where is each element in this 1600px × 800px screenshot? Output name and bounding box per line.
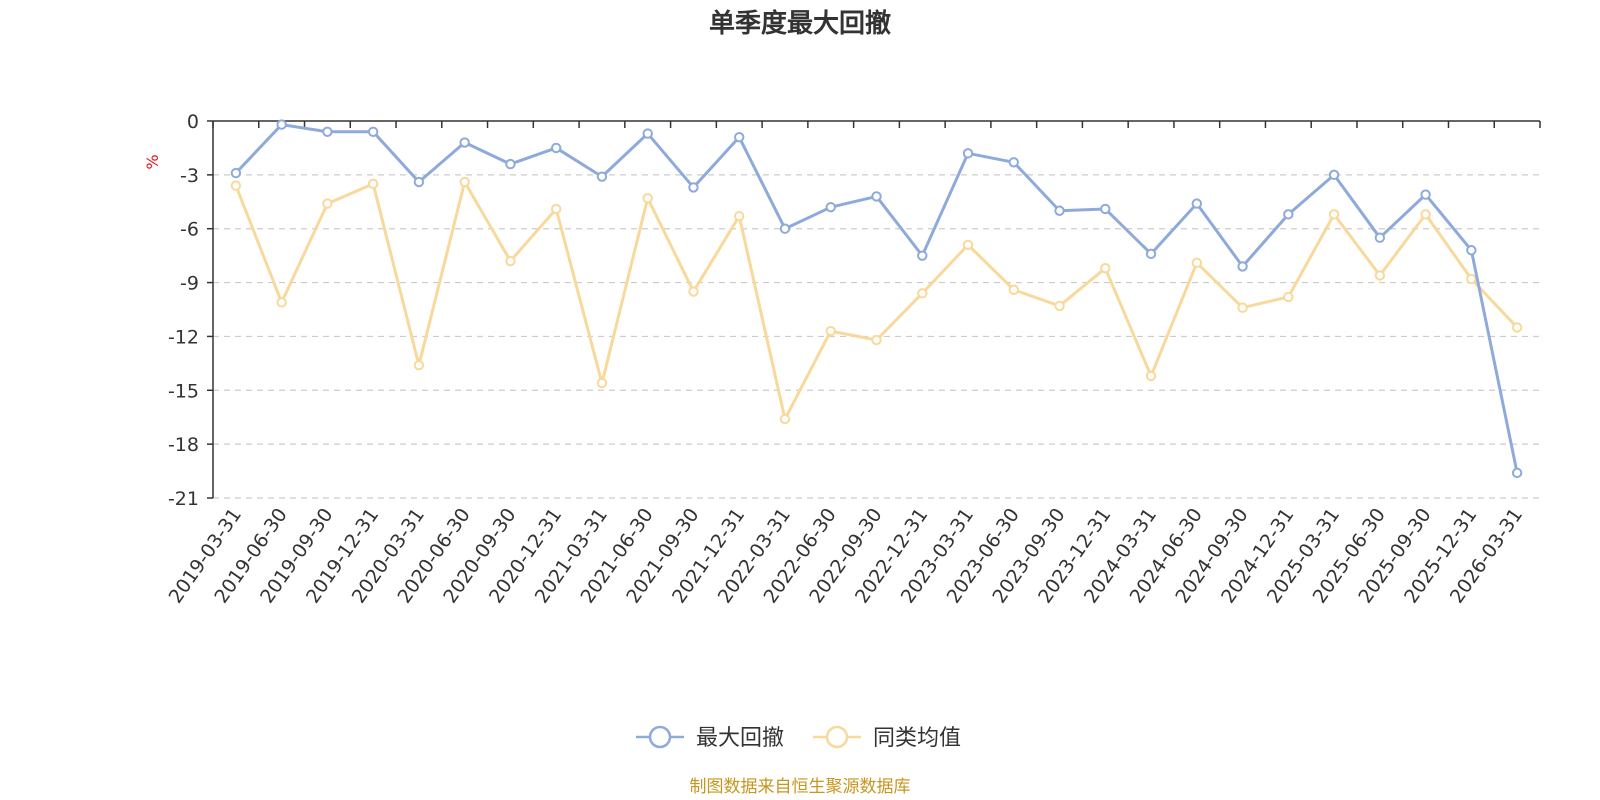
y-tick-label: -18 bbox=[168, 434, 199, 456]
legend-marker-icon bbox=[648, 725, 672, 749]
data-point bbox=[505, 255, 516, 267]
data-point bbox=[459, 176, 470, 188]
data-point bbox=[1328, 209, 1340, 220]
data-point bbox=[779, 413, 791, 425]
data-point bbox=[1191, 198, 1203, 209]
data-point bbox=[642, 192, 653, 204]
data-point bbox=[596, 171, 608, 182]
data-point bbox=[230, 180, 242, 191]
legend[interactable]: 最大回撤 同类均值 bbox=[636, 725, 961, 751]
y-tick-label: -9 bbox=[180, 273, 199, 295]
data-point bbox=[1100, 263, 1111, 274]
y-axis-unit-label: % bbox=[143, 154, 162, 169]
data-point bbox=[1420, 209, 1431, 220]
legend-marker-icon bbox=[825, 725, 849, 749]
y-tick-label: -21 bbox=[168, 488, 199, 510]
data-point bbox=[825, 201, 836, 213]
source-note: 制图数据来自恒生聚源数据库 bbox=[690, 777, 911, 797]
data-point bbox=[871, 334, 882, 346]
data-point bbox=[367, 126, 379, 137]
data-point bbox=[917, 288, 928, 299]
data-point bbox=[1511, 467, 1523, 479]
y-tick-labels: 0 -3 -6 -9 -12 -15 -18 -21 bbox=[168, 111, 199, 510]
data-point bbox=[642, 128, 653, 139]
data-point bbox=[1191, 257, 1203, 269]
data-point bbox=[688, 286, 699, 297]
data-point bbox=[1008, 157, 1019, 168]
data-point bbox=[1237, 261, 1248, 272]
data-point bbox=[1054, 300, 1065, 312]
chart-title: 单季度最大回撤 bbox=[709, 8, 891, 39]
y-tick-label: -15 bbox=[168, 380, 199, 402]
data-point bbox=[505, 158, 516, 170]
data-point bbox=[322, 126, 333, 137]
data-point bbox=[734, 210, 745, 222]
data-point bbox=[1283, 291, 1294, 303]
data-point bbox=[1466, 245, 1477, 256]
data-point bbox=[276, 297, 287, 308]
legend-item-0[interactable]: 最大回撤 bbox=[636, 725, 784, 751]
legend-label: 最大回撤 bbox=[696, 726, 784, 751]
data-point bbox=[962, 239, 974, 251]
series-line-0 bbox=[234, 123, 1519, 474]
data-point bbox=[367, 178, 379, 190]
data-point bbox=[779, 223, 791, 234]
series-lines bbox=[230, 119, 1523, 479]
axes bbox=[207, 120, 1541, 499]
data-point bbox=[1145, 248, 1157, 260]
data-point bbox=[1054, 205, 1065, 216]
x-tick-labels: 2019-03-312019-06-302019-09-302019-12-31… bbox=[165, 504, 1528, 607]
data-point bbox=[962, 148, 974, 159]
data-point bbox=[1008, 284, 1019, 295]
data-point bbox=[550, 142, 562, 154]
data-point bbox=[917, 250, 928, 261]
legend-label: 同类均值 bbox=[873, 726, 961, 751]
data-point bbox=[871, 191, 882, 202]
data-point bbox=[1100, 203, 1111, 215]
data-point bbox=[322, 198, 333, 209]
data-point bbox=[550, 203, 562, 215]
data-point bbox=[413, 359, 425, 371]
data-point bbox=[1511, 322, 1523, 333]
series-line-1 bbox=[234, 180, 1519, 421]
data-point bbox=[230, 167, 242, 179]
data-point bbox=[1374, 232, 1386, 243]
legend-item-1[interactable]: 同类均值 bbox=[813, 725, 961, 751]
data-point bbox=[1237, 302, 1248, 313]
data-point bbox=[413, 176, 425, 188]
y-tick-label: 0 bbox=[187, 111, 199, 133]
y-tick-label: -6 bbox=[180, 219, 199, 241]
y-tick-label: -12 bbox=[168, 326, 199, 348]
y-tick-label: -3 bbox=[180, 165, 199, 187]
grid-lines bbox=[213, 174, 1540, 499]
data-point bbox=[1420, 189, 1431, 200]
data-point bbox=[1145, 370, 1157, 382]
data-point bbox=[276, 119, 287, 130]
data-point bbox=[1328, 169, 1340, 181]
data-point bbox=[734, 131, 745, 143]
data-point bbox=[1466, 273, 1477, 285]
data-point bbox=[825, 325, 836, 337]
data-point bbox=[1283, 209, 1294, 220]
data-point bbox=[596, 377, 608, 389]
data-point bbox=[688, 182, 699, 193]
data-point bbox=[459, 137, 470, 148]
data-point bbox=[1374, 270, 1386, 281]
